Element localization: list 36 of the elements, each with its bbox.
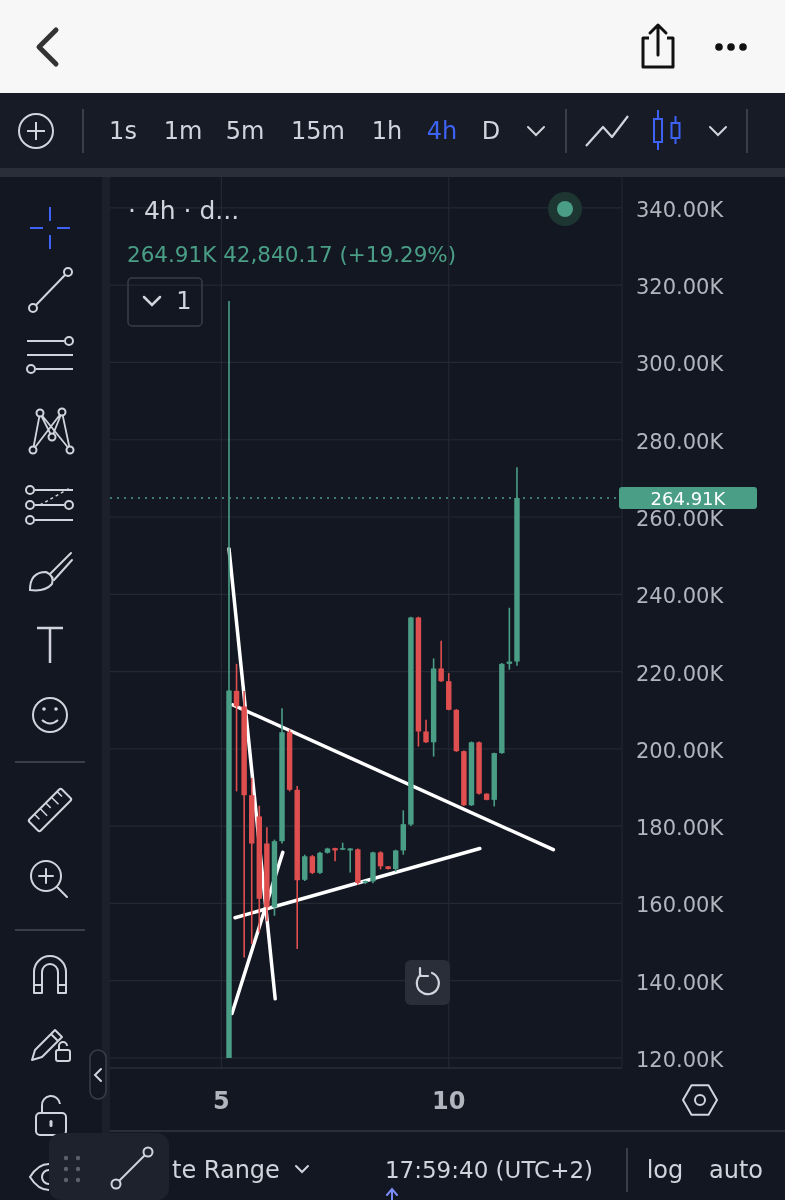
candlestick <box>377 850 384 871</box>
y-tick-label: 200.00K <box>636 738 725 763</box>
candlestick <box>423 719 429 744</box>
text: · 4h · d... <box>128 195 240 225</box>
y-tick-label: 120.00K <box>636 1047 725 1072</box>
text: 4h <box>426 117 458 145</box>
text: te Range <box>172 1156 280 1184</box>
y-tick-label: 320.00K <box>636 275 725 300</box>
y-tick-label: 220.00K <box>636 661 725 686</box>
y-tick-label: 340.00K <box>636 197 725 222</box>
y-tick-label: 280.00K <box>636 429 725 454</box>
text: 264.91K 42,840.17 (+19.29%) <box>127 241 457 267</box>
text: D <box>481 117 501 145</box>
text: 1h <box>371 117 403 145</box>
y-tick-label: 260.00K <box>636 507 725 532</box>
annotation: 1 <box>176 287 192 315</box>
candlestick <box>302 853 308 882</box>
text: 5m <box>225 117 265 145</box>
candlestick <box>317 850 323 875</box>
y-tick-label: 180.00K <box>636 816 725 841</box>
x-tick-label: 5 <box>213 1087 230 1115</box>
x-tick-label: 10 <box>432 1087 466 1115</box>
text: 1m <box>163 117 203 145</box>
text: log <box>646 1156 684 1184</box>
y-tick-label: 140.00K <box>636 970 725 995</box>
y-tick-label: 160.00K <box>636 893 725 918</box>
candlestick <box>438 639 444 683</box>
ref-line-label: 264.91K <box>650 487 727 509</box>
y-tick-label: 240.00K <box>636 584 725 609</box>
y-tick-label: 300.00K <box>636 352 725 377</box>
candlestick <box>332 846 338 863</box>
candlestick <box>309 854 316 875</box>
text: 17:59:40 (UTC+2) <box>384 1157 594 1183</box>
text: 1s <box>109 117 137 145</box>
text: 15m <box>291 117 345 145</box>
text: auto <box>708 1156 764 1184</box>
